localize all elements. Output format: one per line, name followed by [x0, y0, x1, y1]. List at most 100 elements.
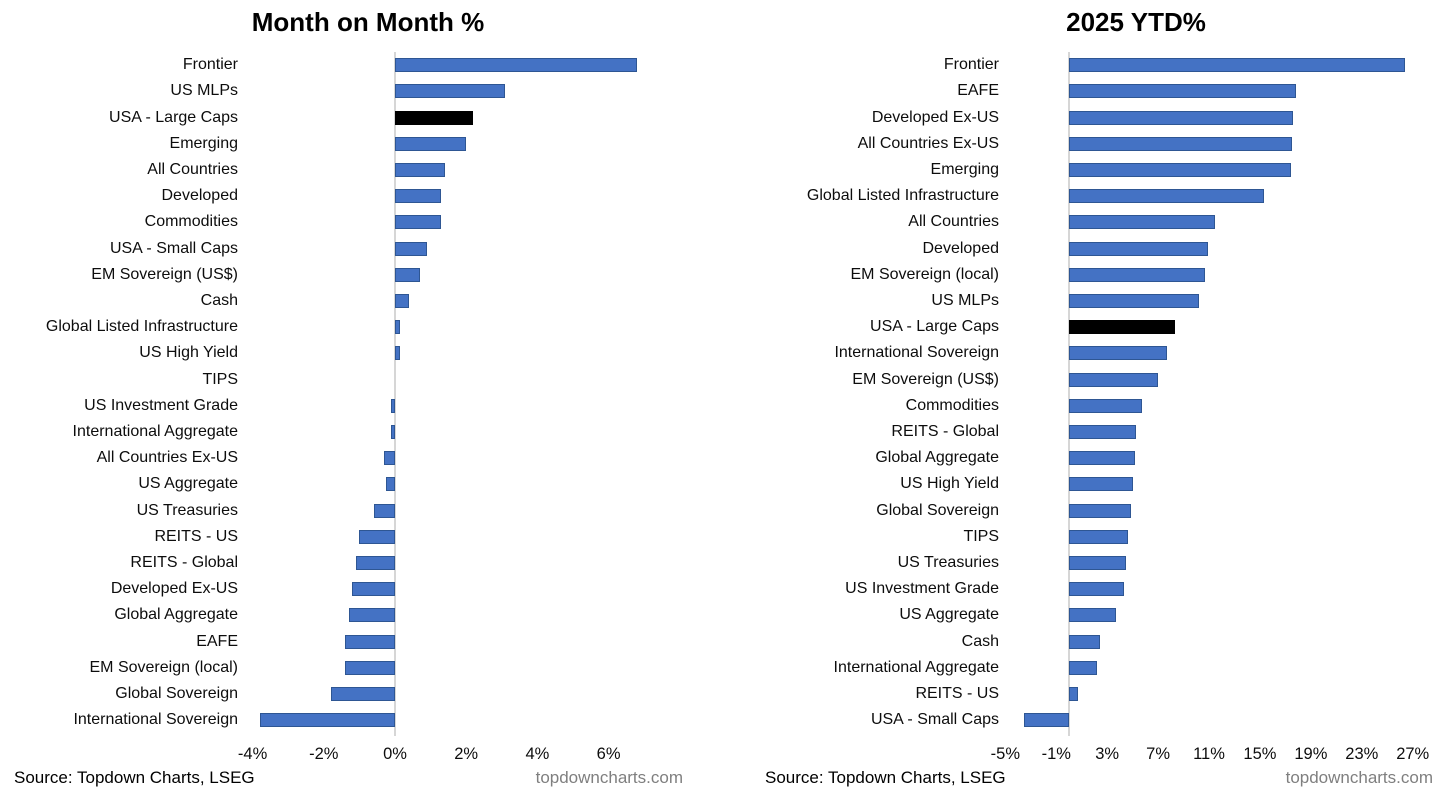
bar-all-countries-ex-us: [1069, 136, 1292, 151]
bar-us-high-yield: [395, 346, 401, 361]
category-label-us-investment-grade: US Investment Grade: [845, 580, 999, 598]
bar-all-countries-ex-us: [384, 451, 395, 466]
category-label-us-investment-grade: US Investment Grade: [84, 396, 238, 414]
category-label-tips: TIPS: [963, 527, 999, 545]
category-label-tips: TIPS: [202, 370, 238, 388]
bar-us-investment-grade: [391, 398, 395, 413]
category-label-all-countries-ex-us: All Countries Ex-US: [96, 449, 238, 467]
category-label-developed-ex-us: Developed Ex-US: [110, 580, 238, 598]
x-tick--2: -2%: [309, 745, 339, 763]
category-label-global-listed-infrastructure: Global Listed Infrastructure: [45, 318, 238, 336]
x-tick-2: 2%: [454, 745, 479, 763]
bar-developed-ex-us: [1069, 110, 1294, 125]
bar-all-countries: [395, 162, 445, 177]
category-label-usa-small-caps: USA - Small Caps: [109, 239, 238, 257]
category-label-commodities: Commodities: [905, 396, 999, 414]
category-label-frontier: Frontier: [182, 56, 238, 74]
bar-reits-us: [359, 529, 395, 544]
bar-international-sovereign: [259, 713, 395, 728]
bar-all-countries: [1069, 215, 1216, 230]
bar-usa-small-caps: [395, 241, 428, 256]
category-label-global-sovereign: Global Sovereign: [115, 684, 238, 702]
category-label-global-aggregate: Global Aggregate: [875, 449, 999, 467]
bar-eafe: [1069, 84, 1296, 99]
category-label-global-aggregate: Global Aggregate: [114, 606, 238, 624]
bar-international-aggregate: [1069, 660, 1097, 675]
category-label-em-sovereign-us: EM Sovereign (US$): [852, 370, 999, 388]
bar-reits-us: [1069, 686, 1078, 701]
category-label-developed-ex-us: Developed Ex-US: [871, 108, 999, 126]
bar-usa-large-caps: [1069, 320, 1175, 335]
website-watermark: topdowncharts.com: [535, 768, 683, 787]
x-tick--4: -4%: [237, 745, 268, 763]
bar-em-sovereign-local: [345, 660, 395, 675]
bar-us-treasuries: [373, 503, 395, 518]
y-axis-line: [1068, 52, 1070, 736]
category-label-eafe: EAFE: [957, 82, 999, 100]
category-label-usa-large-caps: USA - Large Caps: [870, 318, 999, 336]
bar-emerging: [395, 136, 467, 151]
chart-title: Month on Month %: [251, 7, 485, 37]
category-label-usa-small-caps: USA - Small Caps: [870, 711, 999, 729]
category-label-international-sovereign: International Sovereign: [73, 711, 238, 729]
category-label-all-countries: All Countries: [147, 160, 238, 178]
bar-us-high-yield: [1069, 477, 1133, 492]
bar-us-investment-grade: [1069, 582, 1124, 597]
category-label-emerging: Emerging: [169, 134, 238, 152]
bar-reits-global: [355, 555, 395, 570]
category-label-commodities: Commodities: [144, 213, 238, 231]
category-label-em-sovereign-local: EM Sovereign (local): [89, 658, 239, 676]
category-label-frontier: Frontier: [943, 56, 999, 74]
bar-us-treasuries: [1069, 555, 1127, 570]
category-label-cash: Cash: [961, 632, 999, 650]
x-tick-6: 6%: [596, 745, 621, 763]
category-label-eafe: EAFE: [196, 632, 238, 650]
category-label-reits-us: REITS - US: [154, 527, 238, 545]
category-label-em-sovereign-us: EM Sovereign (US$): [91, 265, 238, 283]
bar-em-sovereign-us: [395, 267, 420, 282]
category-label-emerging: Emerging: [930, 160, 999, 178]
bar-em-sovereign-local: [1069, 267, 1206, 282]
x-tick-23: 23%: [1345, 745, 1379, 763]
bar-developed: [1069, 241, 1208, 256]
bar-commodities: [1069, 398, 1142, 413]
bar-emerging: [1069, 162, 1291, 177]
bar-global-listed-infrastructure: [1069, 189, 1264, 204]
x-tick-7: 7%: [1146, 745, 1171, 763]
category-label-international-aggregate: International Aggregate: [833, 658, 999, 676]
category-label-cash: Cash: [200, 291, 238, 309]
chart-title: 2025 YTD%: [1066, 7, 1206, 37]
category-label-all-countries: All Countries: [908, 213, 999, 231]
category-label-reits-global: REITS - Global: [891, 422, 999, 440]
category-label-international-aggregate: International Aggregate: [72, 422, 238, 440]
x-tick--5: -5%: [990, 745, 1021, 763]
bar-international-aggregate: [391, 424, 395, 439]
x-tick--1: -1%: [1041, 745, 1071, 763]
category-label-us-aggregate: US Aggregate: [138, 475, 238, 493]
bar-us-aggregate: [1069, 608, 1117, 623]
bar-commodities: [395, 215, 442, 230]
bar-us-mlps: [1069, 293, 1199, 308]
category-label-us-high-yield: US High Yield: [900, 475, 999, 493]
bar-international-sovereign: [1069, 346, 1168, 361]
bar-frontier: [1069, 58, 1406, 73]
bar-global-sovereign: [330, 686, 395, 701]
bar-eafe: [345, 634, 395, 649]
y-axis-line: [394, 52, 396, 736]
category-label-us-treasuries: US Treasuries: [897, 553, 999, 571]
bar-tips: [1069, 529, 1128, 544]
category-label-reits-global: REITS - Global: [130, 553, 238, 571]
bar-global-aggregate: [1069, 451, 1136, 466]
category-label-all-countries-ex-us: All Countries Ex-US: [857, 134, 999, 152]
bar-developed: [395, 189, 442, 204]
category-label-reits-us: REITS - US: [915, 684, 999, 702]
bar-frontier: [395, 58, 638, 73]
bar-developed-ex-us: [352, 582, 395, 597]
bar-cash: [1069, 634, 1100, 649]
website-watermark: topdowncharts.com: [1285, 768, 1433, 787]
source-text: Source: Topdown Charts, LSEG: [765, 768, 1006, 787]
category-label-developed: Developed: [161, 187, 239, 205]
category-label-us-treasuries: US Treasuries: [136, 501, 238, 519]
x-tick-11: 11%: [1193, 745, 1225, 763]
